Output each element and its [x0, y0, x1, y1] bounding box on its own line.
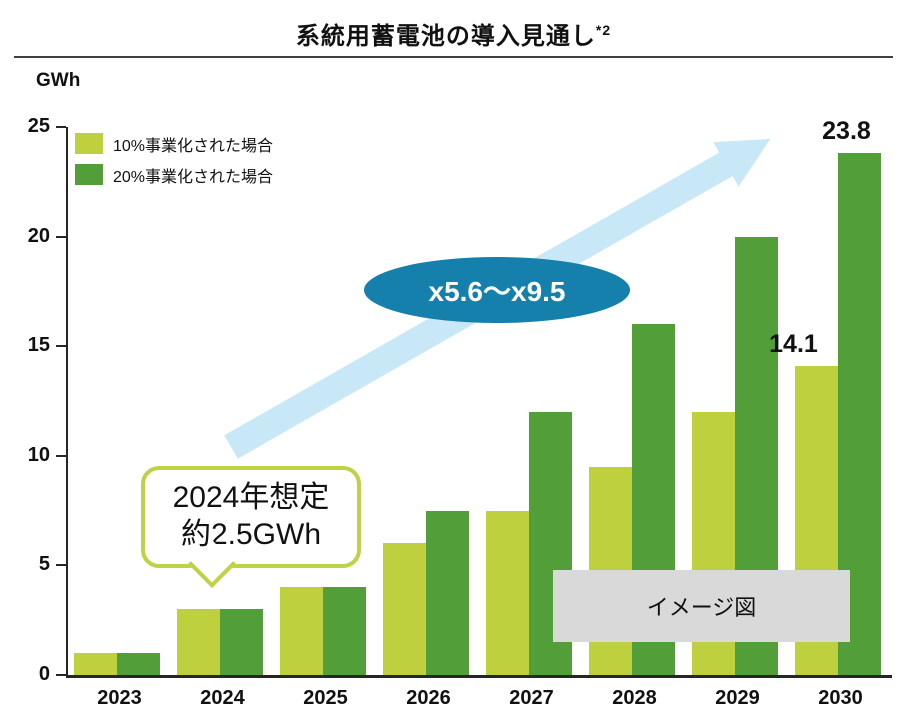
- bar-2025-20%事業化された場合: [323, 587, 366, 675]
- x-tick-label: 2024: [200, 687, 245, 709]
- y-tick-label: 25: [27, 115, 50, 137]
- bar-2025-10%事業化された場合: [280, 587, 323, 675]
- value-label: 23.8: [822, 117, 871, 146]
- multiplier-text: x5.6～x9.5: [428, 276, 566, 307]
- y-axis-unit-label: GWh: [36, 70, 81, 91]
- x-tick-label: 2025: [303, 687, 348, 709]
- legend: 10%事業化された場合 20%事業化された場合: [75, 132, 273, 194]
- y-tick: [56, 454, 66, 457]
- y-tick-label: 20: [27, 224, 50, 247]
- y-axis-line: [66, 127, 68, 675]
- title-superscript: *2: [595, 22, 612, 38]
- watermark-box: イメージ図: [553, 570, 850, 642]
- bar-2026-20%事業化された場合: [426, 510, 469, 675]
- x-tick-label: 2029: [715, 687, 760, 709]
- legend-item: 20%事業化された場合: [75, 163, 273, 186]
- x-tick-label: 2030: [818, 687, 863, 709]
- value-label: 14.1: [769, 329, 818, 358]
- x-tick-label: 2026: [406, 687, 451, 709]
- legend-swatch: [75, 133, 103, 154]
- bar-2023-10%事業化された場合: [74, 653, 117, 675]
- x-tick-label: 2027: [509, 687, 554, 709]
- title-divider: [14, 56, 893, 58]
- y-tick-label: 10: [27, 443, 50, 466]
- bar-2023-20%事業化された場合: [117, 653, 160, 675]
- callout-line2: 約2.5GWh: [180, 518, 322, 551]
- y-tick: [56, 345, 66, 348]
- callout-2024-estimate: 2024年想定 約2.5GWh: [141, 466, 361, 589]
- legend-label: 20%事業化された場合: [113, 168, 274, 186]
- y-tick: [56, 564, 66, 567]
- x-tick-label: 2028: [612, 687, 657, 709]
- x-axis-line: [66, 675, 892, 678]
- y-tick: [56, 674, 66, 676]
- legend-label: 10%事業化された場合: [113, 137, 274, 155]
- page-title: 系統用蓄電池の導入見通し*2: [0, 16, 907, 51]
- y-tick-label: 0: [38, 663, 50, 685]
- x-tick-label: 2023: [97, 687, 142, 709]
- title-text: 系統用蓄電池の導入見通し: [295, 23, 596, 50]
- callout-line1: 2024年想定: [172, 481, 330, 515]
- legend-item: 10%事業化された場合: [75, 132, 273, 155]
- watermark-text: イメージ図: [646, 595, 757, 620]
- legend-swatch: [75, 164, 103, 185]
- y-tick-label: 15: [27, 334, 50, 357]
- multiplier-ellipse: x5.6～x9.5: [364, 257, 630, 323]
- plot-area: 0 5 10 15 20 25 2023 2024 2025 2026 2027 2028 2029 20…: [28, 115, 892, 709]
- bar-2024-20%事業化された場合: [220, 609, 263, 675]
- y-tick: [56, 126, 66, 128]
- bar-2027-10%事業化された場合: [486, 510, 529, 675]
- bar-2026-10%事業化された場合: [383, 543, 426, 675]
- y-tick-label: 5: [38, 553, 50, 576]
- y-tick: [56, 235, 66, 238]
- bar-2024-10%事業化された場合: [177, 609, 220, 675]
